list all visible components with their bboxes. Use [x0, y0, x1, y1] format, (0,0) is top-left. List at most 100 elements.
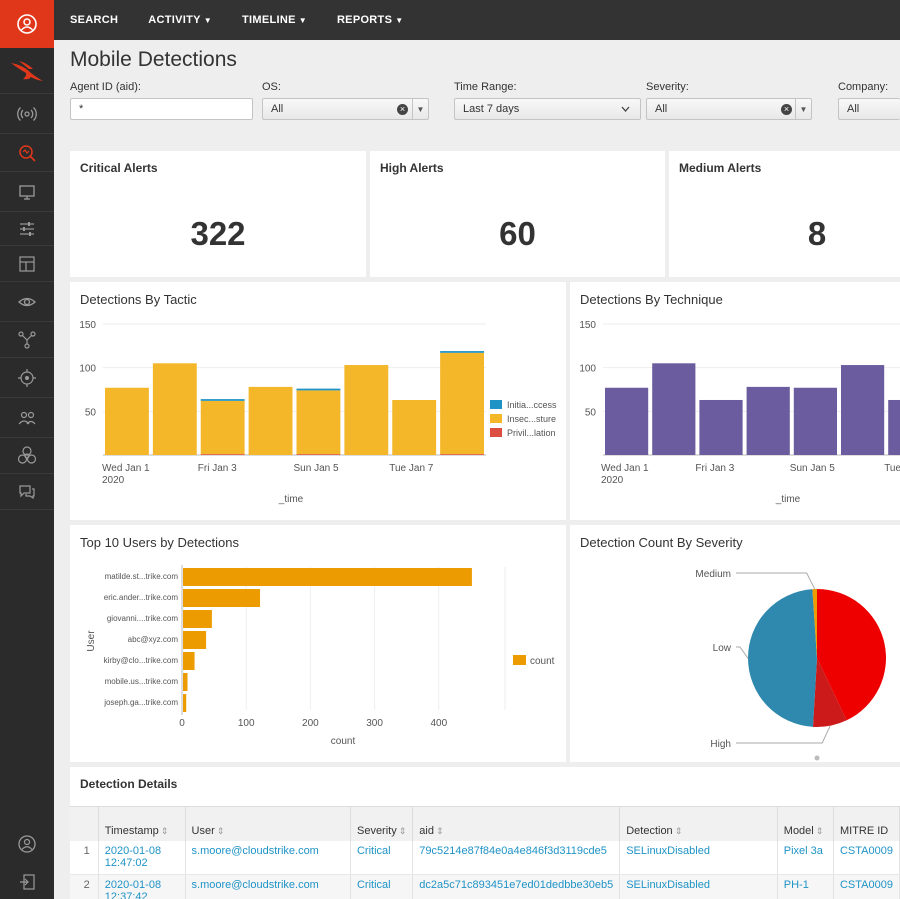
severity-cell[interactable]: Critical — [350, 840, 414, 875]
pie-label: High — [710, 739, 731, 750]
col-header-model[interactable]: Model ⇕ — [777, 806, 834, 841]
clear-icon[interactable]: × — [781, 104, 792, 115]
timestamp-cell[interactable]: 2020-01-08 12:47:02 — [98, 840, 186, 875]
col-header-mitre[interactable]: MITRE ID — [833, 806, 900, 841]
clear-icon[interactable]: × — [397, 104, 408, 115]
aid-cell[interactable]: 79c5214e87f84e0a4e846f3d3119cde5 — [412, 840, 621, 875]
bar — [183, 568, 472, 586]
row-index: 2 — [70, 874, 99, 899]
company-select[interactable]: All — [838, 98, 900, 120]
timestamp-date: 2020-01-08 — [104, 879, 162, 891]
detection-table: Timestamp ⇕ User ⇕ Severity ⇕ aid ⇕ Detectio… — [70, 806, 900, 899]
chat-icon[interactable] — [0, 474, 54, 510]
top-nav: SEARCH ACTIVITY ▼ TIMELINE ▼ REPORTS ▼ — [54, 0, 900, 40]
search-threat-icon[interactable] — [0, 134, 54, 172]
agent-id-input[interactable]: * — [70, 98, 253, 120]
bar-Initia...ccess — [200, 399, 245, 401]
panel-title: Critical Alerts — [80, 161, 158, 175]
dashboard-icon[interactable] — [0, 246, 54, 282]
user-cell[interactable]: s.moore@cloudstrike.com — [185, 874, 351, 899]
x-tick-label: 400 — [430, 718, 447, 729]
chevron-down-icon: ▼ — [203, 15, 212, 25]
x-axis-label: _time — [278, 494, 304, 505]
col-header-detection[interactable]: Detection ⇕ — [619, 806, 778, 841]
bar-Insec...sture — [248, 386, 293, 455]
legend-label: Initia...ccess — [507, 400, 557, 410]
bar — [699, 399, 743, 455]
x-tick-label: 200 — [302, 718, 319, 729]
severity-cell[interactable]: Critical — [350, 874, 414, 899]
eye-icon[interactable] — [0, 282, 54, 322]
nav-reports[interactable]: REPORTS ▼ — [336, 14, 404, 26]
model-cell[interactable]: Pixel 3a — [777, 840, 834, 875]
detection-cell[interactable]: SELinuxDisabled — [619, 840, 778, 875]
os-select[interactable]: All × ▼ — [262, 98, 429, 120]
panel-title: Detection Count By Severity — [580, 535, 743, 550]
detection-cell[interactable]: SELinuxDisabled — [619, 874, 778, 899]
aid-cell[interactable]: dc2a5c71c893451e7ed01dedbbe30eb5 — [412, 874, 621, 899]
y-tick-label: 150 — [79, 320, 96, 331]
bar-Privil...lation — [440, 454, 484, 455]
y-tick-label: 50 — [585, 407, 597, 418]
x-tick-label: 100 — [238, 718, 255, 729]
col-header-severity[interactable]: Severity ⇕ — [350, 806, 414, 841]
sort-icon: ⇕ — [160, 825, 169, 836]
mitre-cell[interactable]: CSTA0009 — [833, 840, 900, 875]
nav-timeline[interactable]: TIMELINE ▼ — [241, 14, 307, 26]
timestamp-time: 12:37:42 — [104, 891, 148, 899]
bar — [183, 673, 188, 691]
table-row: 2 2020-01-08 12:37:42 s.moore@cloudstrike… — [70, 874, 900, 899]
col-header-aid[interactable]: aid ⇕ — [412, 806, 621, 841]
technique-chart-panel: Detections By Technique 150 100 50 Wed Jan … — [570, 282, 900, 520]
pie-slice-critical — [817, 589, 886, 721]
severity-select[interactable]: All × ▼ — [646, 98, 812, 120]
table-row: 1 2020-01-08 12:47:02 s.moore@cloudstrike… — [70, 840, 900, 875]
x-tick-label: Sun Jan 5 — [790, 463, 835, 474]
bar-Privil...lation — [296, 454, 341, 455]
legend-swatch — [490, 400, 502, 409]
x-tick-sub-label: 2020 — [102, 475, 125, 486]
user-icon[interactable] — [0, 0, 54, 48]
bar-Insec...sture — [344, 365, 389, 455]
row-index: 1 — [70, 840, 99, 875]
logout-icon[interactable] — [0, 862, 54, 899]
user-cell[interactable]: s.moore@cloudstrike.com — [185, 840, 351, 875]
legend-swatch — [490, 414, 502, 423]
pie-slice-low — [747, 589, 817, 727]
col-header-timestamp[interactable]: Timestamp ⇕ — [98, 806, 186, 841]
mitre-cell[interactable]: CSTA0009 — [833, 874, 900, 899]
sort-icon: ⇕ — [398, 825, 407, 836]
sort-icon: ⇕ — [674, 825, 683, 836]
broadcast-icon[interactable] — [0, 94, 54, 134]
timestamp-cell[interactable]: 2020-01-08 12:37:42 — [98, 874, 186, 899]
col-header-user[interactable]: User ⇕ — [185, 806, 351, 841]
x-tick-label: Wed Jan 1 — [601, 463, 649, 474]
y-axis-label: User — [86, 630, 97, 652]
panel-title: Detections By Tactic — [80, 292, 197, 307]
biohazard-icon[interactable] — [0, 438, 54, 474]
y-tick-label: 100 — [579, 364, 596, 375]
pie-label: Medium — [695, 569, 731, 580]
legend-label: Insec...sture — [507, 414, 556, 424]
monitor-icon[interactable] — [0, 172, 54, 212]
timestamp-date: 2020-01-08 — [104, 844, 162, 857]
bar-Privil...lation — [200, 454, 245, 455]
pie-slice-medium — [812, 589, 817, 658]
network-icon[interactable] — [0, 322, 54, 358]
nav-search[interactable]: SEARCH — [70, 14, 119, 26]
severity-value: All — [655, 103, 668, 115]
os-label: OS: — [262, 81, 281, 93]
critical-alerts-panel: Critical Alerts 322 — [70, 151, 366, 277]
falcon-logo-icon[interactable] — [0, 48, 54, 94]
model-cell[interactable]: PH-1 — [777, 874, 834, 899]
y-tick-label: 150 — [579, 320, 596, 331]
caret-down-icon[interactable]: ▼ — [795, 99, 811, 119]
nav-activity[interactable]: ACTIVITY ▼ — [148, 14, 212, 26]
time-range-value: Last 7 days — [463, 103, 520, 115]
time-range-select[interactable]: Last 7 days — [454, 98, 641, 120]
profile-icon[interactable] — [0, 824, 54, 864]
sliders-icon[interactable] — [0, 212, 54, 246]
caret-down-icon[interactable]: ▼ — [412, 99, 428, 119]
target-icon[interactable] — [0, 358, 54, 398]
users-icon[interactable] — [0, 398, 54, 438]
